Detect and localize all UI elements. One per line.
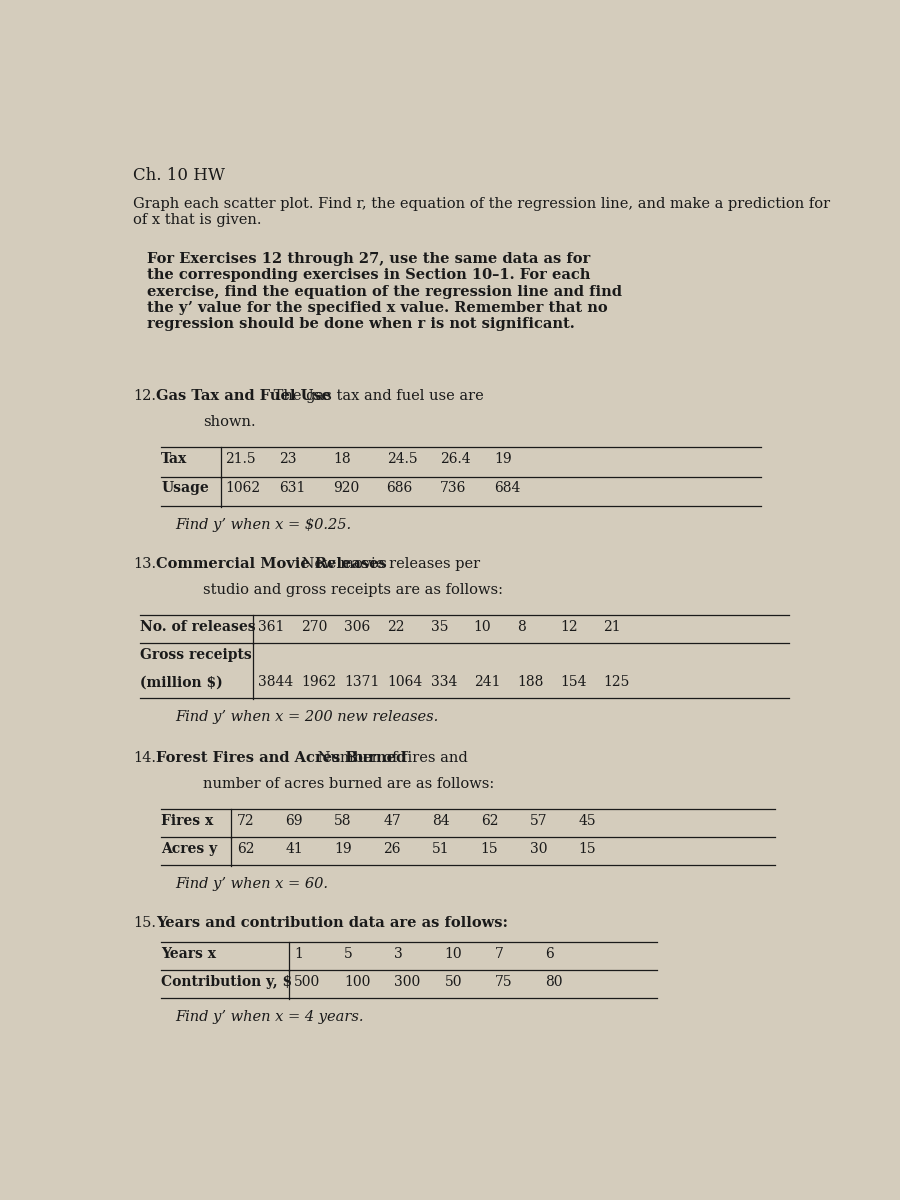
- Text: 500: 500: [293, 974, 320, 989]
- Text: Ch. 10 HW: Ch. 10 HW: [133, 167, 225, 184]
- Text: 47: 47: [383, 814, 400, 828]
- Text: 62: 62: [237, 841, 254, 856]
- Text: number of acres burned are as follows:: number of acres burned are as follows:: [203, 776, 494, 791]
- Text: 15: 15: [579, 841, 596, 856]
- Text: 8: 8: [518, 620, 526, 634]
- Text: 1064: 1064: [387, 676, 423, 689]
- Text: Find y’ when x = 60.: Find y’ when x = 60.: [176, 877, 328, 890]
- Text: Find y’ when x = $0.25.: Find y’ when x = $0.25.: [176, 518, 351, 533]
- Text: 19: 19: [494, 451, 512, 466]
- Text: 15: 15: [481, 841, 499, 856]
- Text: Commercial Movie Releases: Commercial Movie Releases: [157, 557, 387, 571]
- Text: 6: 6: [545, 947, 554, 961]
- Text: Find y’ when x = 200 new releases.: Find y’ when x = 200 new releases.: [176, 710, 438, 725]
- Text: Gross receipts: Gross receipts: [140, 648, 252, 661]
- Text: 41: 41: [285, 841, 303, 856]
- Text: shown.: shown.: [203, 415, 256, 428]
- Text: 188: 188: [518, 676, 544, 689]
- Text: 21.5: 21.5: [226, 451, 256, 466]
- Text: 22: 22: [387, 620, 405, 634]
- Text: 1: 1: [293, 947, 302, 961]
- Text: 241: 241: [473, 676, 500, 689]
- Text: 154: 154: [561, 676, 587, 689]
- Text: 3844: 3844: [257, 676, 292, 689]
- Text: 35: 35: [430, 620, 448, 634]
- Text: 84: 84: [432, 814, 450, 828]
- Text: 736: 736: [440, 481, 467, 496]
- Text: 125: 125: [604, 676, 630, 689]
- Text: Years x: Years x: [161, 947, 216, 961]
- Text: 306: 306: [344, 620, 370, 634]
- Text: 1062: 1062: [226, 481, 261, 496]
- Text: 26.4: 26.4: [440, 451, 471, 466]
- Text: 1962: 1962: [301, 676, 336, 689]
- Text: 10: 10: [445, 947, 462, 961]
- Text: 334: 334: [430, 676, 457, 689]
- Text: 1371: 1371: [344, 676, 380, 689]
- Text: For Exercises 12 through 27, use the same data as for
the corresponding exercise: For Exercises 12 through 27, use the sam…: [148, 252, 623, 331]
- Text: Contribution y, $: Contribution y, $: [161, 974, 292, 989]
- Text: 72: 72: [237, 814, 255, 828]
- Text: Gas Tax and Fuel Use: Gas Tax and Fuel Use: [157, 389, 331, 403]
- Text: 920: 920: [333, 481, 359, 496]
- Text: 75: 75: [495, 974, 512, 989]
- Text: 15.: 15.: [133, 916, 157, 930]
- Text: Usage: Usage: [161, 481, 209, 496]
- Text: 12: 12: [561, 620, 578, 634]
- Text: 58: 58: [334, 814, 352, 828]
- Text: Years and contribution data are as follows:: Years and contribution data are as follo…: [157, 916, 508, 930]
- Text: No. of releases: No. of releases: [140, 620, 256, 634]
- Text: 12.: 12.: [133, 389, 157, 403]
- Text: 45: 45: [579, 814, 596, 828]
- Text: 3: 3: [394, 947, 403, 961]
- Text: 80: 80: [545, 974, 562, 989]
- Text: Forest Fires and Acres Burned: Forest Fires and Acres Burned: [157, 751, 407, 766]
- Text: 13.: 13.: [133, 557, 157, 571]
- Text: 21: 21: [604, 620, 621, 634]
- Text: The gas tax and fuel use are: The gas tax and fuel use are: [269, 389, 484, 403]
- Text: 686: 686: [387, 481, 413, 496]
- Text: 270: 270: [301, 620, 328, 634]
- Text: 631: 631: [279, 481, 306, 496]
- Text: Fires x: Fires x: [161, 814, 213, 828]
- Text: 26: 26: [383, 841, 400, 856]
- Text: 50: 50: [445, 974, 462, 989]
- Text: New movie releases per: New movie releases per: [297, 557, 481, 571]
- Text: 62: 62: [481, 814, 499, 828]
- Text: 300: 300: [394, 974, 420, 989]
- Text: 24.5: 24.5: [387, 451, 418, 466]
- Text: 51: 51: [432, 841, 450, 856]
- Text: Find y’ when x = 4 years.: Find y’ when x = 4 years.: [176, 1009, 364, 1024]
- Text: 5: 5: [344, 947, 353, 961]
- Text: Number of fires and: Number of fires and: [313, 751, 468, 766]
- Text: 18: 18: [333, 451, 350, 466]
- Text: Graph each scatter plot. Find r, the equation of the regression line, and make a: Graph each scatter plot. Find r, the equ…: [133, 197, 831, 227]
- Text: 7: 7: [495, 947, 504, 961]
- Text: 14.: 14.: [133, 751, 157, 766]
- Text: 10: 10: [473, 620, 491, 634]
- Text: 100: 100: [344, 974, 371, 989]
- Text: 57: 57: [529, 814, 547, 828]
- Text: Tax: Tax: [161, 451, 187, 466]
- Text: 69: 69: [285, 814, 303, 828]
- Text: studio and gross receipts are as follows:: studio and gross receipts are as follows…: [203, 583, 503, 596]
- Text: 23: 23: [279, 451, 297, 466]
- Text: Acres y: Acres y: [161, 841, 218, 856]
- Text: (million $): (million $): [140, 676, 223, 689]
- Text: 19: 19: [334, 841, 352, 856]
- Text: 684: 684: [494, 481, 520, 496]
- Text: 30: 30: [529, 841, 547, 856]
- Text: 361: 361: [257, 620, 284, 634]
